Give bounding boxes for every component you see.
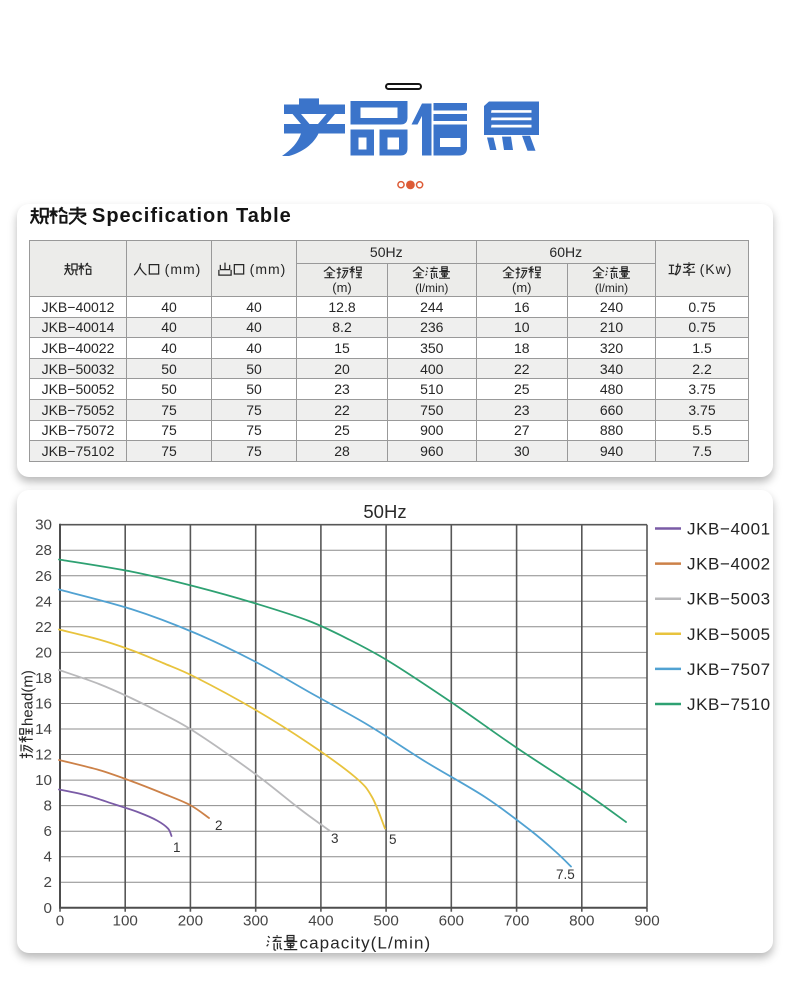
svg-text:2: 2 <box>215 818 223 833</box>
svg-text:0: 0 <box>56 913 64 930</box>
svg-text:10: 10 <box>35 772 52 789</box>
svg-text:JKB−7507: JKB−7507 <box>687 660 771 679</box>
svg-text:JKB−7510: JKB−7510 <box>687 695 771 714</box>
svg-text:2: 2 <box>44 874 52 891</box>
svg-text:700: 700 <box>504 913 529 930</box>
svg-text:30: 30 <box>35 517 52 534</box>
svg-text:800: 800 <box>569 913 594 930</box>
svg-text:600: 600 <box>439 913 464 930</box>
svg-text:26: 26 <box>35 568 52 585</box>
svg-text:16: 16 <box>35 696 52 713</box>
svg-text:1: 1 <box>173 840 181 855</box>
svg-text:100: 100 <box>113 913 138 930</box>
svg-text:900: 900 <box>634 913 659 930</box>
svg-text:JKB−5005: JKB−5005 <box>687 625 771 644</box>
svg-text:8: 8 <box>44 798 52 815</box>
svg-text:0: 0 <box>44 900 52 917</box>
svg-text:18: 18 <box>35 670 52 687</box>
svg-text:20: 20 <box>35 644 52 661</box>
svg-text:28: 28 <box>35 542 52 559</box>
svg-text:50Hz: 50Hz <box>363 501 406 522</box>
svg-text:24: 24 <box>35 593 52 610</box>
svg-text:12: 12 <box>35 747 52 764</box>
svg-text:JKB−4002: JKB−4002 <box>687 555 771 574</box>
svg-text:6: 6 <box>44 823 52 840</box>
svg-text:JKB−5003: JKB−5003 <box>687 590 771 609</box>
svg-text:JKB−4001: JKB−4001 <box>687 520 771 539</box>
svg-text:5: 5 <box>389 832 397 847</box>
svg-text:3: 3 <box>331 831 339 846</box>
svg-text:14: 14 <box>35 721 52 738</box>
svg-text:7.5: 7.5 <box>556 867 575 882</box>
svg-text:head(m): head(m) <box>20 670 37 726</box>
svg-text:200: 200 <box>178 913 203 930</box>
svg-text:500: 500 <box>373 913 398 930</box>
svg-text:22: 22 <box>35 619 52 636</box>
svg-text:400: 400 <box>308 913 333 930</box>
svg-text:300: 300 <box>243 913 268 930</box>
svg-text:4: 4 <box>44 849 52 866</box>
svg-text:capacity(L/min): capacity(L/min) <box>300 934 432 953</box>
